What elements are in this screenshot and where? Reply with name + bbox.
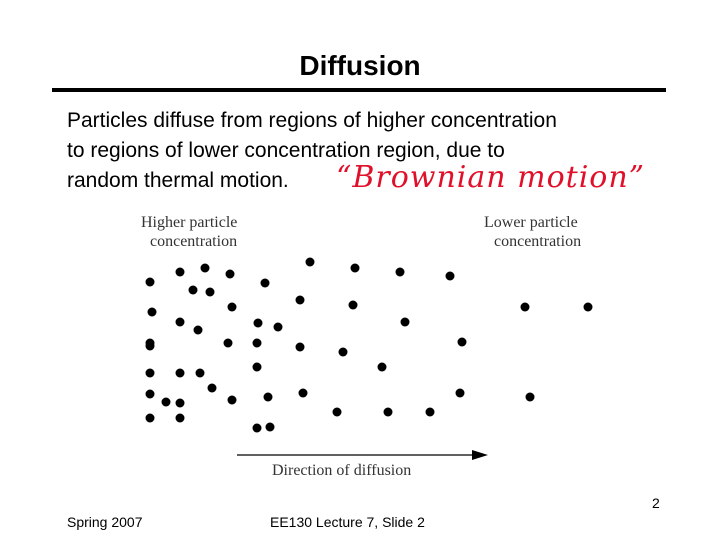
- figure-label: concentration: [150, 233, 237, 250]
- body-line: Particles diffuse from regions of higher…: [67, 109, 557, 132]
- footer-center: EE130 Lecture 7, Slide 2: [270, 514, 425, 530]
- arrow-label: Direction of diffusion: [272, 462, 411, 479]
- footer-left: Spring 2007: [67, 514, 143, 530]
- title-rule: [52, 88, 666, 92]
- page-number: 2: [652, 495, 660, 511]
- slide-title: Diffusion: [299, 50, 421, 81]
- particles: [145, 257, 593, 433]
- body-line: random thermal motion.: [67, 169, 289, 192]
- arrow-head: [472, 450, 488, 460]
- body-line: to regions of lower concentration region…: [67, 139, 505, 162]
- handwritten-annotation: “Brownian motion”: [336, 160, 646, 195]
- figure-label: concentration: [494, 233, 581, 250]
- figure-label: Higher particle: [141, 214, 237, 231]
- figure-label: Lower particle: [484, 214, 578, 231]
